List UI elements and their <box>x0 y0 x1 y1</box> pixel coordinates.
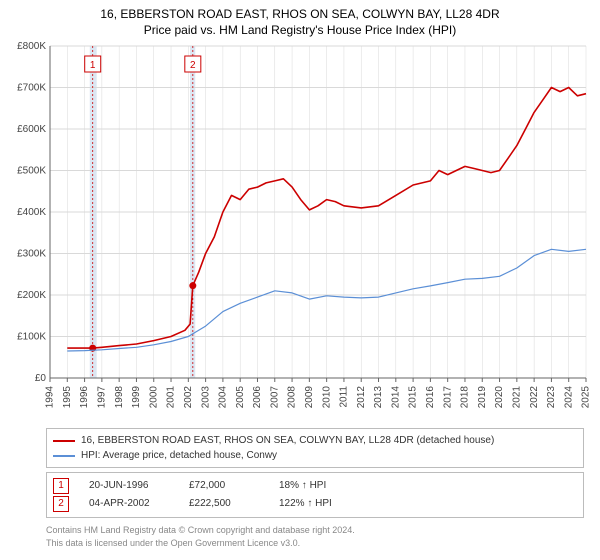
svg-text:2003: 2003 <box>200 386 211 409</box>
svg-text:£500K: £500K <box>17 166 46 177</box>
svg-text:2021: 2021 <box>511 386 522 409</box>
svg-text:2019: 2019 <box>477 386 488 409</box>
svg-text:1998: 1998 <box>114 386 125 409</box>
svg-text:2023: 2023 <box>546 386 557 409</box>
svg-text:2024: 2024 <box>563 386 574 409</box>
svg-text:2004: 2004 <box>218 386 229 409</box>
svg-text:2008: 2008 <box>287 386 298 409</box>
svg-text:2025: 2025 <box>581 386 592 409</box>
svg-text:1994: 1994 <box>45 386 56 409</box>
transaction-hpi-delta: 18% ↑ HPI <box>279 477 326 495</box>
footer-attribution: Contains HM Land Registry data © Crown c… <box>46 524 584 548</box>
svg-text:2: 2 <box>190 60 196 71</box>
legend: 16, EBBERSTON ROAD EAST, RHOS ON SEA, CO… <box>46 428 584 468</box>
svg-text:£200K: £200K <box>17 290 46 301</box>
svg-text:2014: 2014 <box>390 386 401 409</box>
legend-label: 16, EBBERSTON ROAD EAST, RHOS ON SEA, CO… <box>81 433 494 448</box>
svg-text:1: 1 <box>90 60 96 71</box>
svg-text:2009: 2009 <box>304 386 315 409</box>
svg-text:2007: 2007 <box>269 386 280 409</box>
transaction-date: 04-APR-2002 <box>89 495 169 513</box>
svg-text:1999: 1999 <box>131 386 142 409</box>
svg-text:1995: 1995 <box>62 386 73 409</box>
svg-text:2022: 2022 <box>529 386 540 409</box>
title-address: 16, EBBERSTON ROAD EAST, RHOS ON SEA, CO… <box>8 6 592 22</box>
chart-container: 16, EBBERSTON ROAD EAST, RHOS ON SEA, CO… <box>0 0 600 553</box>
svg-text:2012: 2012 <box>356 386 367 409</box>
transaction-hpi-delta: 122% ↑ HPI <box>279 495 332 513</box>
legend-row: 16, EBBERSTON ROAD EAST, RHOS ON SEA, CO… <box>53 433 577 448</box>
svg-text:£100K: £100K <box>17 332 46 343</box>
svg-text:1997: 1997 <box>97 386 108 409</box>
svg-text:£400K: £400K <box>17 207 46 218</box>
footer-line1: Contains HM Land Registry data © Crown c… <box>46 524 584 536</box>
transaction-date: 20-JUN-1996 <box>89 477 169 495</box>
svg-text:2006: 2006 <box>252 386 263 409</box>
transaction-price: £222,500 <box>189 495 259 513</box>
svg-text:2001: 2001 <box>166 386 177 409</box>
svg-text:£0: £0 <box>35 373 47 384</box>
transaction-price: £72,000 <box>189 477 259 495</box>
transaction-row: 2 04-APR-2002 £222,500 122% ↑ HPI <box>53 495 577 513</box>
legend-swatch <box>53 455 75 457</box>
transactions-table: 1 20-JUN-1996 £72,000 18% ↑ HPI 2 04-APR-2002… <box>46 472 584 518</box>
chart-title: 16, EBBERSTON ROAD EAST, RHOS ON SEA, CO… <box>8 6 592 38</box>
svg-text:£700K: £700K <box>17 83 46 94</box>
svg-text:2010: 2010 <box>321 386 332 409</box>
svg-text:£300K: £300K <box>17 249 46 260</box>
svg-text:2011: 2011 <box>339 386 350 408</box>
footer-line2: This data is licensed under the Open Gov… <box>46 537 584 549</box>
transaction-row: 1 20-JUN-1996 £72,000 18% ↑ HPI <box>53 477 577 495</box>
legend-swatch <box>53 440 75 442</box>
svg-text:£600K: £600K <box>17 124 46 135</box>
transaction-marker-id: 2 <box>53 496 69 512</box>
plot-area: £0 £100K £200K £300K £400K £500K £600K £700K £80… <box>8 42 592 422</box>
svg-text:2005: 2005 <box>235 386 246 409</box>
svg-text:2018: 2018 <box>460 386 471 409</box>
svg-text:2013: 2013 <box>373 386 384 409</box>
svg-text:2020: 2020 <box>494 386 505 409</box>
legend-row: HPI: Average price, detached house, Conw… <box>53 448 577 463</box>
svg-text:£800K: £800K <box>17 42 46 52</box>
legend-label: HPI: Average price, detached house, Conw… <box>81 448 277 463</box>
title-subtitle: Price paid vs. HM Land Registry's House … <box>8 22 592 38</box>
transaction-marker-id: 1 <box>53 478 69 494</box>
svg-text:2017: 2017 <box>442 386 453 409</box>
svg-text:1996: 1996 <box>79 386 90 409</box>
svg-text:2016: 2016 <box>425 386 436 409</box>
svg-text:2002: 2002 <box>183 386 194 409</box>
svg-text:2000: 2000 <box>148 386 159 409</box>
svg-text:2015: 2015 <box>408 386 419 409</box>
